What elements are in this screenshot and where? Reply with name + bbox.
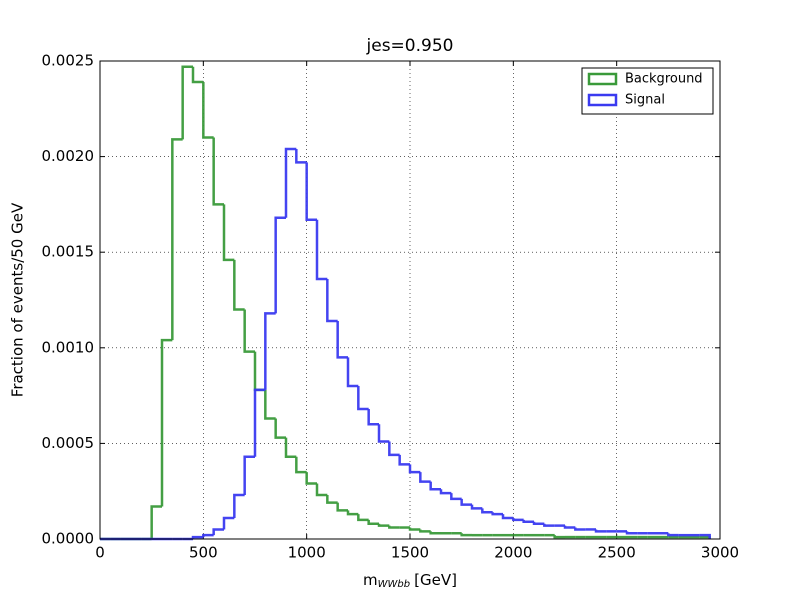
histogram-step: [191, 535, 204, 539]
y-tick-label: 0.0020: [42, 147, 95, 165]
x-tick-label: 1500: [391, 544, 429, 562]
histogram-step: [419, 529, 431, 533]
histogram-step: [305, 162, 317, 221]
histogram-step: [419, 472, 431, 483]
histogram-step: [377, 523, 390, 527]
legend-swatch: [587, 93, 618, 107]
histogram-step: [264, 312, 276, 390]
x-tick-label: 500: [189, 544, 218, 562]
chart-title: jes=0.950: [366, 36, 454, 56]
histogram-step: [295, 148, 307, 164]
histogram-step: [408, 527, 421, 531]
histogram-series: [100, 147, 711, 541]
histogram-step: [202, 82, 214, 139]
legend-label: Signal: [625, 93, 665, 108]
histogram-step: [212, 528, 224, 536]
x-tick-label: 3000: [701, 544, 739, 562]
histogram-step: [553, 535, 565, 539]
histogram-step: [326, 495, 338, 504]
histogram-step: [460, 533, 472, 537]
histogram-step: [460, 498, 472, 506]
histogram-step: [336, 502, 348, 512]
histogram-step: [522, 519, 534, 524]
histogram-step: [367, 408, 379, 426]
histogram-step: [212, 137, 224, 206]
x-tick-label: 0: [95, 544, 105, 562]
histogram-step: [388, 441, 400, 457]
histogram-step: [243, 455, 255, 496]
y-tick-label: 0.0010: [42, 338, 95, 356]
histogram-step: [501, 514, 514, 520]
histogram-step: [253, 388, 266, 457]
histogram-step: [346, 357, 359, 388]
histogram-step: [284, 147, 297, 218]
legend-box: [581, 67, 714, 115]
histogram-step: [264, 389, 276, 420]
histogram-step: [202, 533, 214, 538]
y-tick-label: 0.0000: [42, 530, 95, 548]
histogram-step: [439, 489, 452, 495]
histogram-step: [398, 454, 410, 466]
histogram-step: [181, 65, 193, 140]
histogram-step: [563, 525, 576, 529]
histogram-step: [222, 516, 235, 530]
histogram-step: [512, 517, 524, 522]
histogram-step: [532, 521, 545, 525]
y-tick-label: 0.0005: [42, 434, 95, 452]
histogram-step: [191, 66, 204, 84]
histogram-step: [171, 138, 183, 341]
histogram-step: [429, 531, 441, 535]
histogram-step: [326, 278, 338, 323]
plot-frame: [99, 60, 721, 540]
legend-label: Background: [625, 72, 703, 87]
histogram-step: [315, 483, 328, 497]
x-tick-label: 2000: [494, 544, 532, 562]
x-tick-label: 1000: [288, 544, 326, 562]
histogram-step: [336, 321, 348, 359]
x-label-unit: [GeV]: [414, 571, 457, 589]
histogram-step: [346, 510, 359, 516]
histogram-step: [450, 493, 462, 501]
histogram-step: [233, 493, 245, 518]
histogram-step: [594, 529, 607, 533]
histogram-step: [408, 464, 421, 474]
histogram-step: [357, 386, 369, 411]
y-axis-label: Fraction of events/50 GeV: [9, 202, 27, 397]
histogram-step: [470, 504, 483, 510]
histogram-step: [274, 216, 286, 314]
histogram-step: [284, 437, 297, 459]
histogram-step: [667, 533, 679, 537]
histogram-step: [315, 219, 328, 281]
histogram-step: [481, 508, 493, 514]
histogram-step: [357, 514, 369, 522]
histogram-step: [150, 505, 162, 539]
histogram-step: [253, 351, 266, 392]
histogram-series: [100, 65, 711, 541]
histogram-step: [429, 481, 441, 491]
histogram-step: [243, 309, 255, 353]
histogram-step: [377, 424, 390, 443]
histogram-step: [388, 525, 400, 529]
x-label-main: m: [363, 571, 378, 589]
x-label-subscript: WWbb: [378, 579, 410, 590]
histogram-step: [160, 338, 173, 507]
y-tick-label: 0.0015: [42, 243, 95, 261]
histogram-step: [543, 523, 555, 527]
histogram-step: [222, 204, 235, 262]
histogram-step: [699, 533, 711, 539]
histogram-step: [367, 519, 379, 525]
histogram-step: [491, 512, 503, 516]
x-axis-label: mWWbb [GeV]: [363, 571, 457, 591]
x-tick-label: 2500: [598, 544, 636, 562]
histogram-step: [274, 418, 286, 439]
histogram-step: [233, 259, 245, 311]
y-tick-label: 0.0025: [42, 52, 95, 70]
histogram-step: [295, 456, 307, 474]
legend-swatch: [587, 72, 618, 86]
histogram-step: [574, 527, 586, 531]
histogram-step: [625, 531, 638, 535]
histogram-step: [305, 472, 317, 485]
